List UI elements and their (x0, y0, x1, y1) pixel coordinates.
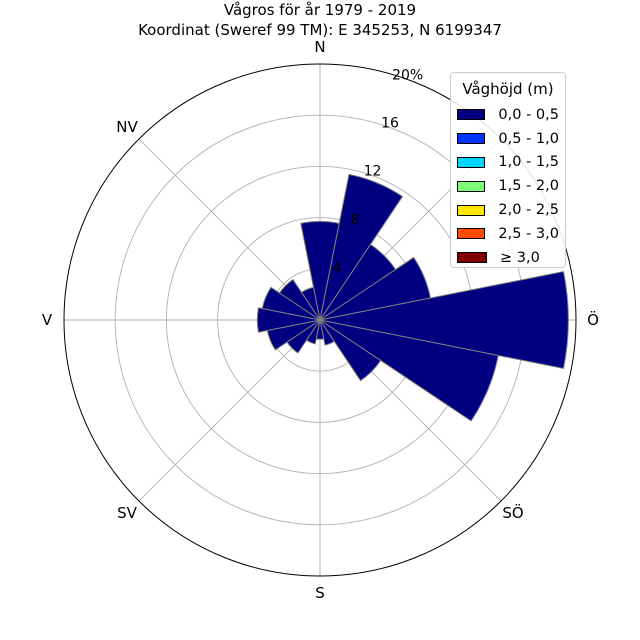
legend-label: 2,0 - 2,5 (498, 202, 559, 219)
radial-tick-label-3: 16 (381, 116, 399, 132)
legend-swatch (457, 156, 486, 168)
wave-bar-112-5 (319, 319, 499, 422)
grid-spoke-225 (138, 319, 321, 502)
legend-item: 2,0 - 2,5 (457, 198, 559, 222)
legend-title: Våghöjd (m) (462, 80, 554, 98)
legend-item: 2,5 - 3,0 (457, 222, 559, 246)
chart-subtitle-coordinates: Koordinat (Sweref 99 TM): E 345253, N 61… (138, 21, 502, 39)
wave-bar-292-5 (261, 286, 321, 321)
legend-item: 1,0 - 1,5 (457, 151, 559, 175)
wave-bar-270 (256, 307, 321, 333)
legend-label: 1,5 - 2,0 (498, 178, 559, 195)
legend-item: 0,5 - 1,0 (457, 127, 559, 151)
wave-bar-22-5 (319, 173, 404, 321)
radial-tick-label-1: 8 (351, 212, 360, 228)
direction-label-1: NV (116, 118, 138, 136)
direction-label-0: N (314, 38, 325, 56)
legend-label: 0,5 - 1,0 (498, 130, 559, 147)
wave-bar-337-5 (300, 286, 321, 321)
legend-item: 0,0 - 0,5 (457, 103, 559, 127)
legend-swatch (457, 228, 486, 240)
direction-label-4: S (315, 584, 325, 602)
legend-items: 0,0 - 0,5 0,5 - 1,0 1,0 - 1,5 1,5 - 2,0 2,0 … (457, 103, 559, 270)
direction-label-6: Ö (587, 310, 599, 329)
legend-item: ≥ 3,0 (457, 246, 559, 270)
chart-legend: Våghöjd (m) 0,0 - 0,5 0,5 - 1,0 1,0 - 1,5 1… (450, 72, 566, 268)
legend-label: 0,0 - 0,5 (498, 106, 559, 123)
wave-bar-157-5 (319, 319, 335, 346)
chart-title-line-1: Vågros för år 1979 - 2019 (223, 1, 417, 19)
direction-label-2: V (42, 311, 53, 329)
legend-label: 1,0 - 1,5 (498, 154, 559, 171)
wave-bar-90 (319, 270, 569, 370)
radial-tick-label-4: 20% (392, 67, 423, 83)
legend-swatch (457, 109, 486, 121)
radial-tick-label-2: 12 (364, 164, 382, 180)
legend-swatch (457, 133, 486, 145)
legend-item: 1,5 - 2,0 (457, 174, 559, 198)
legend-label: 2,5 - 3,0 (498, 225, 559, 242)
legend-swatch (457, 204, 486, 216)
legend-swatch (457, 180, 486, 192)
wave-bar-315 (278, 278, 321, 321)
outer-ring (63, 63, 577, 577)
direction-label-3: SV (117, 504, 138, 522)
wave-bar-135 (319, 319, 382, 382)
direction-label-5: SÖ (502, 503, 523, 522)
radial-tick-label-0: 4 (333, 260, 342, 276)
legend-swatch (457, 252, 487, 264)
legend-label: ≥ 3,0 (500, 249, 540, 266)
chart-title: Vågros för år 1979 - 2019 Koordinat (Swe… (0, 0, 640, 40)
